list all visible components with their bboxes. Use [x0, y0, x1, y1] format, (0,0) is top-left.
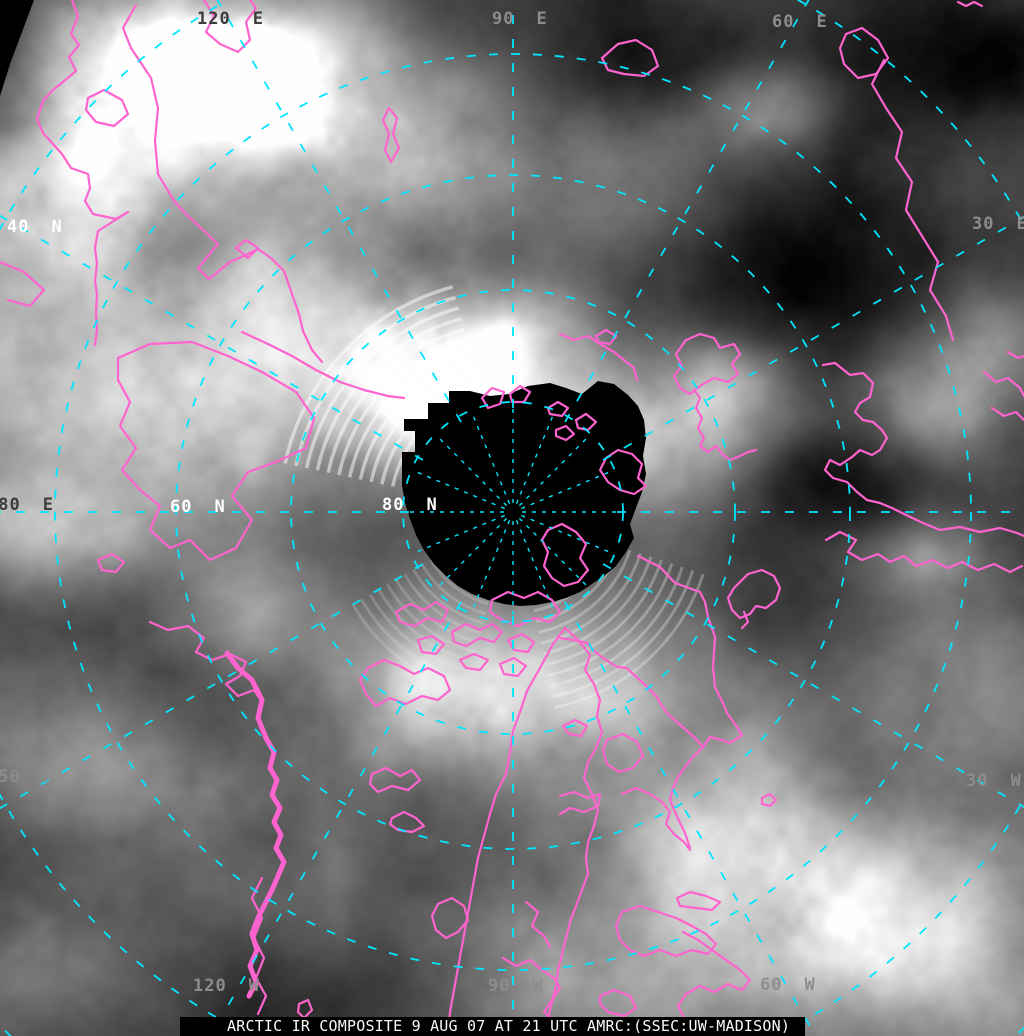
caption-bar: ARCTIC IR COMPOSITE 9 AUG 07 AT 21 UTC A… — [180, 1017, 805, 1036]
coastline-archipelago-cluster-c — [506, 632, 536, 654]
coastline-chukotka-alaska-coast — [116, 340, 316, 562]
coastline-small-island-left — [96, 552, 126, 574]
coastline-novaya-zemlya-north — [672, 332, 742, 396]
coastline-norway-coast — [870, 58, 955, 342]
coastline-franz-josef-1 — [546, 400, 570, 418]
coastline-kamchatka-west-coast — [35, 0, 130, 347]
coastline-alaska-south-coast — [148, 620, 264, 704]
coastline-small-island-south — [296, 998, 314, 1020]
coastline-franz-josef-2 — [574, 412, 598, 432]
coastline-canadian-coast-bl — [250, 876, 268, 1016]
coastline-shelikhov-island — [234, 238, 260, 260]
coastline-white-sea-coast — [824, 530, 1024, 574]
coastline-anticosti-island — [675, 890, 722, 912]
coastline-greenland-west-coast — [558, 636, 705, 749]
coastline-magadan-coast — [202, 0, 258, 54]
coastline-top-center-island — [600, 38, 660, 78]
coastline-archipelago-cluster-f — [498, 656, 528, 678]
coastline-archipelago-cluster-d — [416, 634, 446, 656]
coastline-kamchatka-east-coast — [121, 3, 324, 364]
coastline-right-edge-coast-1 — [982, 370, 1024, 398]
coastline-top-edge-bits — [956, 0, 984, 8]
coastline-newfoundland — [430, 896, 470, 940]
coastline-barents-coast — [558, 332, 639, 382]
coastline-kola-coast — [821, 361, 1024, 538]
coastline-quebec-coast — [501, 956, 562, 1019]
coastline-victoria-island — [358, 658, 452, 708]
coastline-archipelago-loop-3 — [388, 810, 426, 834]
coastline-nova-scotia — [676, 930, 752, 1032]
coastline-baffin-ne-loop-1 — [561, 718, 589, 738]
coastline-right-edge-coast-2 — [990, 406, 1024, 422]
coastline-severnaya-zemlya-2 — [508, 384, 532, 404]
coastline-prince-edward-island — [598, 988, 638, 1018]
coastline-peary-land — [540, 522, 590, 588]
coastline-baffin-east-coast — [544, 626, 604, 1036]
missing-data-region — [0, 0, 646, 606]
coastline-siberian-arctic-coast — [240, 330, 406, 400]
coastline-barents-island — [594, 328, 618, 346]
coastline-baffin-ne-loop-2 — [601, 732, 645, 774]
coastline-top-right-island — [838, 26, 890, 80]
coastline-iceland-tail — [740, 610, 750, 630]
coastline-tiny-island-800 — [760, 792, 778, 808]
coastline-iceland — [726, 568, 782, 620]
coastline-ellesmere-coast — [488, 590, 562, 628]
coastline-meander-1 — [558, 790, 602, 816]
caption-text: ARCTIC IR COMPOSITE 9 AUG 07 AT 21 UTC A… — [227, 1017, 791, 1035]
coastline-meander-2 — [620, 786, 692, 852]
coastline-greenland-east-coast — [636, 554, 744, 850]
coastline-archipelago-cluster-b — [450, 622, 504, 648]
coastline-okhotsk-island — [84, 88, 130, 128]
coastline-severnaya-zemlya-1 — [480, 386, 506, 410]
coastline-archipelago-cluster-a — [394, 600, 450, 628]
coastline-island-chain — [692, 388, 758, 462]
coastline-archipelago-loop-2 — [368, 766, 422, 794]
coastline-labrador-coast — [524, 900, 552, 949]
coastline-archipelago-cluster-e — [458, 652, 490, 672]
coastline-right-edge-coast-3 — [1006, 350, 1024, 360]
coastline-gulf-st-lawrence — [614, 904, 718, 958]
coastline-wrangel-coast — [0, 260, 46, 308]
coastline-se-alaska-islands — [224, 650, 287, 999]
coastline-new-siberian-island — [381, 106, 401, 164]
coastline-franz-josef-3 — [554, 424, 576, 442]
coastline-svalbard — [598, 448, 648, 496]
coastline-baffin-west-coast — [446, 626, 567, 1036]
